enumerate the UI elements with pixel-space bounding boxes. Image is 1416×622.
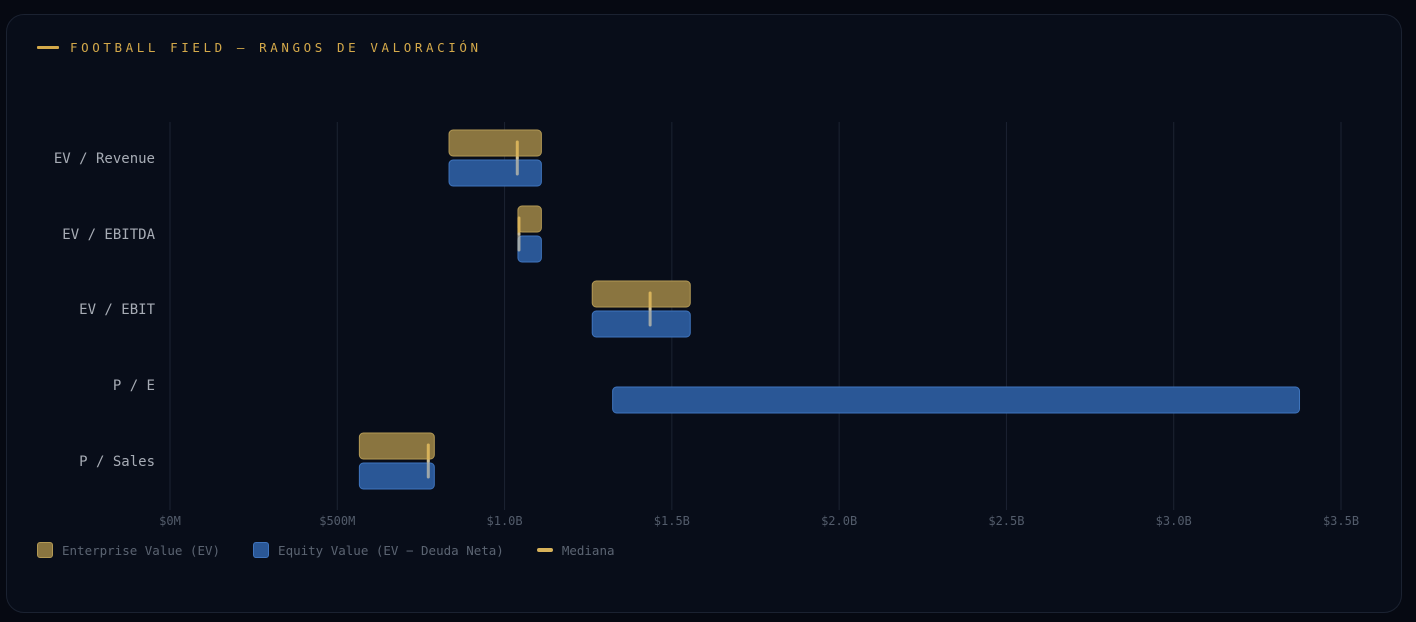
chart-legend: Enterprise Value (EV) Equity Value (EV −… (37, 542, 615, 558)
x-tick-label: $1.5B (654, 514, 690, 528)
equity-range-bar (612, 386, 1301, 414)
ev-range-bar (358, 432, 435, 460)
legend-swatch-ev (37, 542, 53, 558)
category-label: P / E (113, 378, 155, 394)
legend-label-ev: Enterprise Value (EV) (62, 542, 221, 558)
x-tick-label: $2.5B (988, 514, 1024, 528)
title-accent-dash (37, 46, 59, 49)
legend-swatch-median (536, 548, 553, 552)
ev-range-bar (448, 129, 542, 157)
ev-range-bar (591, 280, 691, 308)
legend-label-equity: Equity Value (EV − Deuda Neta) (278, 542, 504, 558)
equity-range-bar (358, 462, 435, 490)
x-tick-label: $3.5B (1323, 514, 1359, 528)
chart-header: FOOTBALL FIELD — RANGOS DE VALORACIÓN (37, 40, 482, 55)
category-label: EV / EBIT (79, 302, 155, 318)
chart-title: FOOTBALL FIELD — RANGOS DE VALORACIÓN (70, 40, 482, 55)
ev-range-bar (517, 205, 542, 233)
legend-item-equity: Equity Value (EV − Deuda Neta) (253, 542, 504, 558)
x-tick-label: $3.0B (1156, 514, 1192, 528)
category-label: EV / Revenue (54, 151, 155, 167)
valuation-card (6, 14, 1402, 613)
category-label: P / Sales (79, 454, 155, 470)
equity-range-bar (517, 235, 542, 263)
x-tick-label: $2.0B (821, 514, 857, 528)
legend-swatch-equity (253, 542, 270, 558)
legend-label-median: Mediana (561, 542, 615, 558)
x-tick-label: $1.0B (487, 514, 523, 528)
x-tick-label: $500M (319, 514, 355, 528)
equity-range-bar (448, 159, 542, 187)
category-label: EV / EBITDA (62, 227, 155, 243)
legend-item-ev: Enterprise Value (EV) (37, 542, 220, 558)
legend-item-median: Mediana (536, 542, 615, 558)
equity-range-bar (591, 310, 691, 338)
x-tick-label: $0M (159, 514, 181, 528)
